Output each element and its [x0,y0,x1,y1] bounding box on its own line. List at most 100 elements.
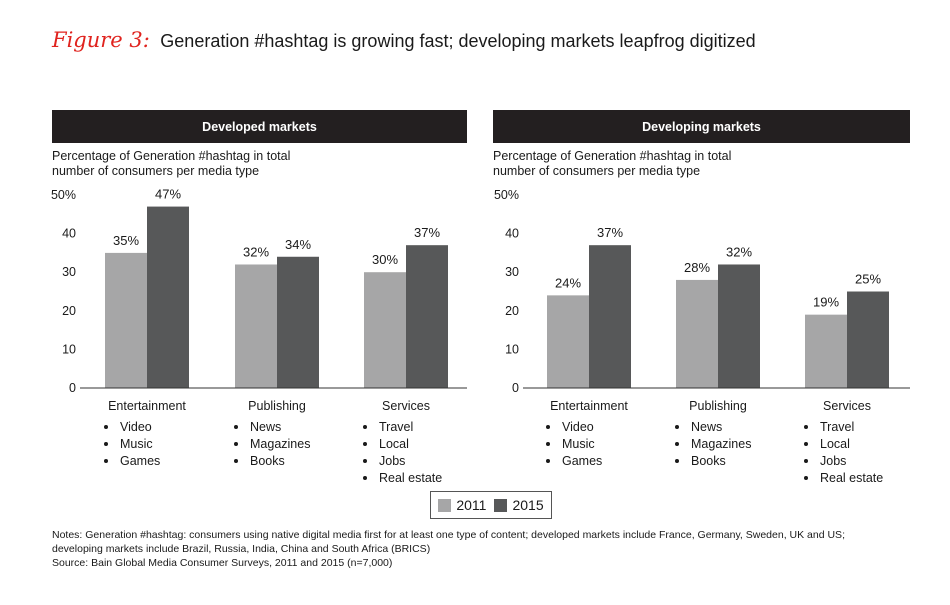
legend-swatch-2011 [438,498,452,512]
chart-1-bullet-entertainment-1 [104,442,108,446]
chart-1-bullet-publishing-2 [234,459,238,463]
chart-2-title: Developing markets [642,120,761,134]
chart-2-bar-2011-publishing [676,279,718,388]
chart-1-bar-2015-entertainment [147,206,189,388]
chart-2-category-services: Services [823,399,871,413]
legend-swatch-2015 [494,498,508,512]
notes: Notes: Generation #hashtag: consumers us… [52,528,912,570]
chart-2-ytick-5: 50% [494,188,519,202]
chart-1-ytick-3: 30 [62,265,76,279]
legend-item-2015: 2015 [494,497,544,513]
chart-1-bullet-services-3 [363,476,367,480]
chart-2-bullet-services-2 [804,459,808,463]
chart-1-data-label-2011-publishing: 32% [243,244,269,259]
chart-2-subitem-services-3: Real estate [820,471,883,485]
chart-1-subitem-publishing-2: Books [250,454,285,468]
chart-2-ylabel-line-2: number of consumers per media type [493,164,700,178]
chart-1-bar-2011-services [364,272,406,388]
chart-1-bar-2011-entertainment [105,252,147,388]
chart-2-data-label-2015-publishing: 32% [726,244,752,259]
legend-label-2011: 2011 [456,497,487,513]
chart-1-data-label-2011-services: 30% [372,252,398,267]
legend: 2011 2015 [430,491,552,519]
chart-1-category-entertainment: Entertainment [108,399,186,413]
chart-2-data-label-2011-publishing: 28% [684,260,710,275]
chart-2-data-label-2011-services: 19% [813,295,839,310]
chart-2-ytick-4: 40 [505,227,519,241]
chart-1-bullet-publishing-0 [234,425,238,429]
chart-2-bullet-services-0 [804,425,808,429]
chart-2-subitem-services-2: Jobs [820,454,846,468]
chart-1-subitem-services-0: Travel [379,420,413,434]
chart-1-subitem-entertainment-1: Music [120,437,153,451]
chart-1-bullet-publishing-1 [234,442,238,446]
chart-2-ytick-2: 20 [505,304,519,318]
notes-line-2: developing markets include Brazil, Russi… [52,543,431,555]
chart-2-subitem-entertainment-0: Video [562,420,594,434]
source-line: Source: Bain Global Media Consumer Surve… [52,557,393,569]
notes-line-1: Notes: Generation #hashtag: consumers us… [52,529,845,541]
chart-2-bullet-entertainment-1 [546,442,550,446]
chart-2-bullet-entertainment-0 [546,425,550,429]
chart-2-bullet-publishing-1 [675,442,679,446]
chart-1-subitem-services-2: Jobs [379,454,405,468]
chart-1-data-label-2015-services: 37% [414,225,440,240]
chart-2-bullet-publishing-0 [675,425,679,429]
chart-2-bullet-services-1 [804,442,808,446]
chart-1-ytick-2: 20 [62,304,76,318]
chart-2-bar-2011-entertainment [547,295,589,388]
chart-2-ytick-0: 0 [512,381,519,395]
chart-1-subitem-entertainment-2: Games [120,454,160,468]
chart-2-subitem-publishing-0: News [691,420,722,434]
chart-1-subitem-entertainment-0: Video [120,420,152,434]
chart-1-bullet-services-2 [363,459,367,463]
chart-1-ytick-4: 40 [62,227,76,241]
chart-1-category-services: Services [382,399,430,413]
figure-title-row: Figure 3: Generation #hashtag is growing… [52,28,756,52]
figure-title: Generation #hashtag is growing fast; dev… [160,31,756,51]
chart-2-subitem-services-1: Local [820,437,850,451]
chart-1-bullet-services-1 [363,442,367,446]
chart-1-bullet-services-0 [363,425,367,429]
chart-1-data-label-2015-entertainment: 47% [155,187,181,202]
chart-2-ytick-3: 30 [505,265,519,279]
chart-1-ylabel-line-2: number of consumers per media type [52,164,259,178]
chart-1-ytick-0: 0 [69,381,76,395]
chart-1-bar-2015-services [406,245,448,388]
chart-2-bar-2015-publishing [718,264,760,388]
chart-1-title: Developed markets [202,120,317,134]
chart-1-subitem-services-1: Local [379,437,409,451]
chart-1-header-bar [52,110,467,143]
chart-2-category-publishing: Publishing [689,399,747,413]
chart-1-subitem-publishing-0: News [250,420,281,434]
chart-2-data-label-2015-services: 25% [855,272,881,287]
chart-1-data-label-2015-publishing: 34% [285,237,311,252]
chart-1-bar-2015-publishing [277,256,319,388]
chart-2-bar-2011-services [805,314,847,388]
legend-label-2015: 2015 [512,497,544,513]
chart-2-subitem-publishing-1: Magazines [691,437,751,451]
chart-2-bullet-entertainment-2 [546,459,550,463]
chart-1-subitem-services-3: Real estate [379,471,442,485]
chart-1-subitem-publishing-1: Magazines [250,437,310,451]
chart-2-subitem-publishing-2: Books [691,454,726,468]
chart-2-data-label-2011-entertainment: 24% [555,275,581,290]
chart-1-bullet-entertainment-2 [104,459,108,463]
chart-2-bullet-services-3 [804,476,808,480]
chart-1-category-publishing: Publishing [248,399,306,413]
chart-1-ylabel-line-1: Percentage of Generation #hashtag in tot… [52,149,290,163]
figure-label: Figure 3: [52,28,150,52]
charts-canvas: Developed markets Percentage of Generatio… [51,110,910,485]
chart-2-bar-2015-services [847,291,889,388]
chart-2-subitem-entertainment-1: Music [562,437,595,451]
chart-1-data-label-2011-entertainment: 35% [113,233,139,248]
chart-1-bar-2011-publishing [235,264,277,388]
chart-2-data-label-2015-entertainment: 37% [597,225,623,240]
chart-2-subitem-services-0: Travel [820,420,854,434]
chart-2-bar-2015-entertainment [589,245,631,388]
chart-1-bullet-entertainment-0 [104,425,108,429]
chart-1-ytick-1: 10 [62,342,76,356]
chart-2-category-entertainment: Entertainment [550,399,628,413]
chart-2-subitem-entertainment-2: Games [562,454,602,468]
chart-1-ytick-5: 50% [51,188,76,202]
